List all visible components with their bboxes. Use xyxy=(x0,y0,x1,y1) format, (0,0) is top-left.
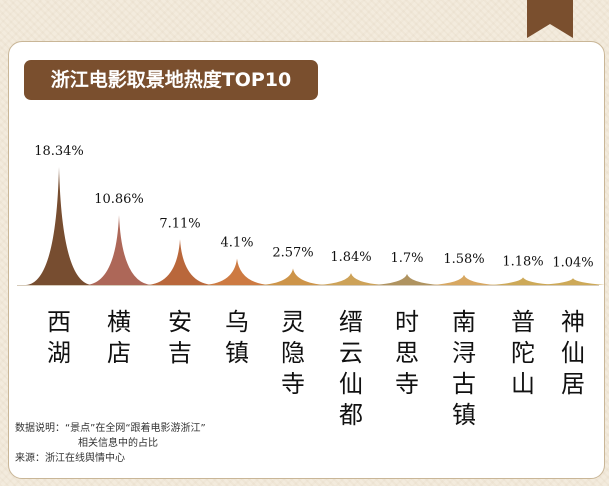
category-label: 普 xyxy=(511,308,535,336)
category-label: 吉 xyxy=(168,339,192,367)
category-label: 寺 xyxy=(281,370,305,398)
value-label: 4.1% xyxy=(220,236,253,251)
category-label: 古 xyxy=(452,370,476,398)
category-label: 店 xyxy=(107,339,131,367)
data-note-source: 来源：浙江在线舆情中心 xyxy=(15,453,125,464)
value-label: 2.57% xyxy=(272,245,313,260)
category-label: 陀 xyxy=(511,339,535,367)
spike-6 xyxy=(318,273,384,285)
category-label: 湖 xyxy=(47,339,71,367)
category-label: 都 xyxy=(339,401,363,429)
chart-card: 浙江电影取景地热度TOP10 18.34% 西湖 10.86% 横店 7.11% 安吉 4.… xyxy=(8,41,605,479)
spike-7 xyxy=(374,274,440,285)
spike-9 xyxy=(490,277,556,285)
value-label: 1.58% xyxy=(443,252,484,267)
category-label: 灵 xyxy=(281,308,305,336)
category-label: 云 xyxy=(339,339,363,367)
spike-2 xyxy=(86,215,152,285)
spike-10 xyxy=(540,278,604,285)
spike-5 xyxy=(260,268,326,285)
chart: 18.34%西湖10.86%横店7.11%安吉4.1%乌镇2.57%灵隐寺1.8… xyxy=(17,144,604,429)
category-label: 居 xyxy=(561,370,585,398)
category-label: 西 xyxy=(47,308,71,336)
category-label: 浔 xyxy=(452,339,476,367)
bookmark-ribbon-icon xyxy=(527,0,573,38)
category-label: 南 xyxy=(452,308,476,336)
category-label: 寺 xyxy=(395,370,419,398)
spike-1 xyxy=(26,167,92,285)
value-label: 18.34% xyxy=(34,144,84,159)
category-label: 安 xyxy=(168,308,192,336)
value-label: 1.04% xyxy=(552,255,593,270)
category-label: 仙 xyxy=(561,339,585,367)
category-label: 乌 xyxy=(225,308,249,336)
spike-3 xyxy=(147,239,213,285)
category-label: 时 xyxy=(395,308,419,336)
category-label: 镇 xyxy=(225,339,249,367)
value-label: 10.86% xyxy=(94,192,144,207)
category-label: 横 xyxy=(107,308,131,336)
category-label: 思 xyxy=(395,339,419,367)
data-notes: 数据说明：“景点”在全网“跟着电影游浙江” 相关信息中的占比 来源：浙江在线舆情… xyxy=(15,421,206,466)
chart-title: 浙江电影取景地热度TOP10 xyxy=(24,60,318,100)
category-label: 缙 xyxy=(339,308,363,336)
category-label: 镇 xyxy=(452,401,476,429)
value-label: 1.18% xyxy=(502,254,543,269)
category-label: 神 xyxy=(561,308,585,336)
data-note-description: 数据说明：“景点”在全网“跟着电影游浙江” xyxy=(15,423,206,434)
value-label: 1.7% xyxy=(390,251,423,266)
spike-8 xyxy=(431,274,497,285)
category-label: 隐 xyxy=(281,339,305,367)
data-note-description-cont: 相关信息中的占比 xyxy=(78,438,158,449)
value-label: 7.11% xyxy=(159,216,200,231)
category-label: 仙 xyxy=(339,370,363,398)
value-label: 1.84% xyxy=(330,250,371,265)
category-label: 山 xyxy=(511,370,535,398)
spike-4 xyxy=(204,258,270,285)
